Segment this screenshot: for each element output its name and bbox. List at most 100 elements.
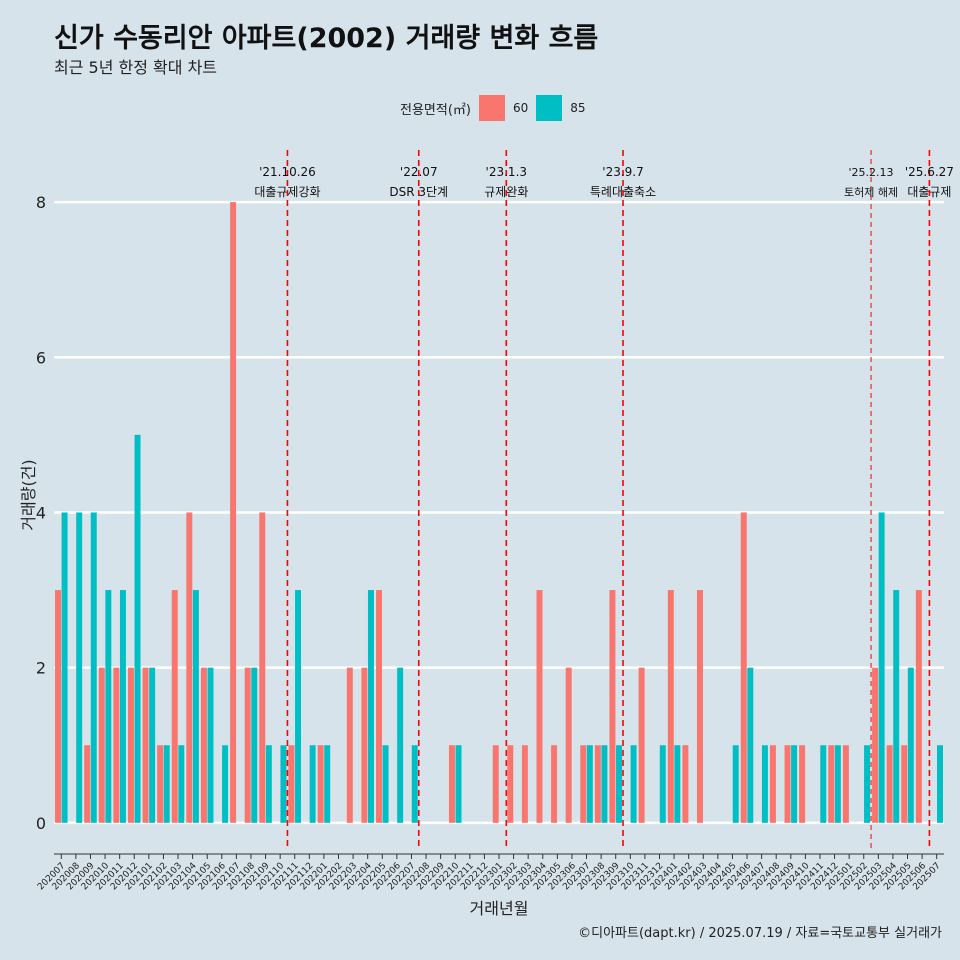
bar-85-202505 xyxy=(907,667,914,823)
event-date: '25.6.27 xyxy=(905,165,954,179)
bar-60-202309 xyxy=(609,590,616,823)
bar-85-202407 xyxy=(761,745,768,823)
bar-85-202204 xyxy=(367,590,374,823)
event-date: '21.10.26 xyxy=(259,165,316,179)
bar-85-202102 xyxy=(163,745,170,823)
event-date: '23.9.7 xyxy=(602,165,643,179)
bar-60-202009 xyxy=(84,745,91,823)
bar-60-202012 xyxy=(127,667,134,823)
bar-85-202406 xyxy=(747,667,754,823)
bar-85-202111 xyxy=(295,590,302,823)
y-tick-label: 2 xyxy=(36,659,46,678)
bar-85-202010 xyxy=(105,590,112,823)
event-label: DSR 3단계 xyxy=(389,185,448,199)
bar-60-202412 xyxy=(828,745,835,823)
chart-title: 신가 수동리안 아파트(2002) 거래량 변화 흐름 xyxy=(54,23,599,54)
bar-60-202301 xyxy=(492,745,499,823)
bar-60-202104 xyxy=(186,512,193,823)
bar-60-202402 xyxy=(682,745,689,823)
bar-60-202410 xyxy=(799,745,806,823)
bar-85-202101 xyxy=(149,667,156,823)
y-tick-label: 8 xyxy=(36,193,46,212)
bar-85-202207 xyxy=(411,745,418,823)
bar-85-202401 xyxy=(674,745,681,823)
bar-85-202503 xyxy=(878,512,885,823)
y-axis-title: 거래량(건) xyxy=(19,459,38,530)
bar-60-202409 xyxy=(784,745,791,823)
bar-85-202507 xyxy=(937,745,943,823)
bar-85-202012 xyxy=(134,434,141,823)
bar-85-202104 xyxy=(192,590,199,823)
bar-85-202109 xyxy=(265,745,272,823)
event-date: '22.07 xyxy=(400,165,438,179)
bar-60-202011 xyxy=(113,667,120,823)
bar-60-202302 xyxy=(507,745,514,823)
event-label: 규제완화 xyxy=(484,185,528,199)
bar-85-202011 xyxy=(119,590,126,823)
bar-60-202210 xyxy=(448,745,455,823)
bar-60-202406 xyxy=(740,512,747,823)
bar-60-202101 xyxy=(142,667,149,823)
bar-60-202403 xyxy=(696,590,703,823)
bar-85-202112 xyxy=(309,745,316,823)
legend-key-85 xyxy=(536,95,563,121)
bar-85-202210 xyxy=(455,745,462,823)
bar-85-202307 xyxy=(586,745,593,823)
bar-60-202306 xyxy=(565,667,572,823)
bar-60-202204 xyxy=(361,667,368,823)
y-tick-label: 0 xyxy=(36,814,46,833)
event-date: '25.2.13 xyxy=(849,166,894,179)
bar-60-202504 xyxy=(886,745,893,823)
bar-60-202109 xyxy=(259,512,266,823)
bar-85-202108 xyxy=(251,667,258,823)
bar-60-202304 xyxy=(536,590,543,823)
bar-60-202007 xyxy=(55,590,61,823)
event-label: 토허제 해제 xyxy=(844,185,898,199)
bar-60-202108 xyxy=(244,667,251,823)
event-date: '23.1.3 xyxy=(486,165,527,179)
bar-60-202201 xyxy=(317,745,324,823)
x-axis-title: 거래년월 xyxy=(470,899,529,918)
bar-60-202111 xyxy=(288,745,295,823)
chart-subtitle: 최근 5년 한정 확대 차트 xyxy=(54,58,218,77)
bar-60-202102 xyxy=(157,745,164,823)
bar-60-202408 xyxy=(769,745,776,823)
bar-85-202110 xyxy=(280,745,287,823)
legend-label-85: 85 xyxy=(570,101,586,115)
event-label: 특례대출축소 xyxy=(590,185,656,199)
bar-85-202412 xyxy=(834,745,841,823)
event-label: 대출규제 xyxy=(907,185,951,199)
y-tick-label: 4 xyxy=(36,503,46,522)
bar-60-202501 xyxy=(842,745,849,823)
bar-60-202503 xyxy=(872,667,879,823)
bar-60-202505 xyxy=(901,745,908,823)
bar-85-202009 xyxy=(90,512,97,823)
bar-60-202105 xyxy=(200,667,207,823)
y-tick-label: 6 xyxy=(36,348,46,367)
bar-60-202307 xyxy=(580,745,587,823)
bar-85-202103 xyxy=(178,745,185,823)
legend-label-60: 60 xyxy=(512,101,529,115)
bar-60-202205 xyxy=(376,590,382,823)
bar-60-202506 xyxy=(915,590,922,823)
bar-85-202309 xyxy=(616,745,622,823)
bar-85-202502 xyxy=(864,745,871,823)
bar-85-202312 xyxy=(659,745,666,823)
bar-85-202409 xyxy=(791,745,798,823)
bar-85-202411 xyxy=(820,745,827,823)
bar-60-202308 xyxy=(594,745,601,823)
bar-85-202504 xyxy=(893,590,900,823)
bar-85-202405 xyxy=(732,745,739,823)
bar-85-202308 xyxy=(601,745,608,823)
bar-85-202205 xyxy=(382,745,389,823)
bar-85-202201 xyxy=(324,745,331,823)
event-label: 대출규제강화 xyxy=(254,185,320,199)
bar-60-202010 xyxy=(98,667,105,823)
bar-85-202206 xyxy=(397,667,404,823)
bar-60-202305 xyxy=(551,745,558,823)
source-caption: ©디아파트(dapt.kr) / 2025.07.19 / 자료=국토교통부 실… xyxy=(578,926,942,941)
bar-60-202107 xyxy=(230,202,237,823)
bar-85-202106 xyxy=(222,745,229,823)
bar-60-202203 xyxy=(346,667,353,823)
